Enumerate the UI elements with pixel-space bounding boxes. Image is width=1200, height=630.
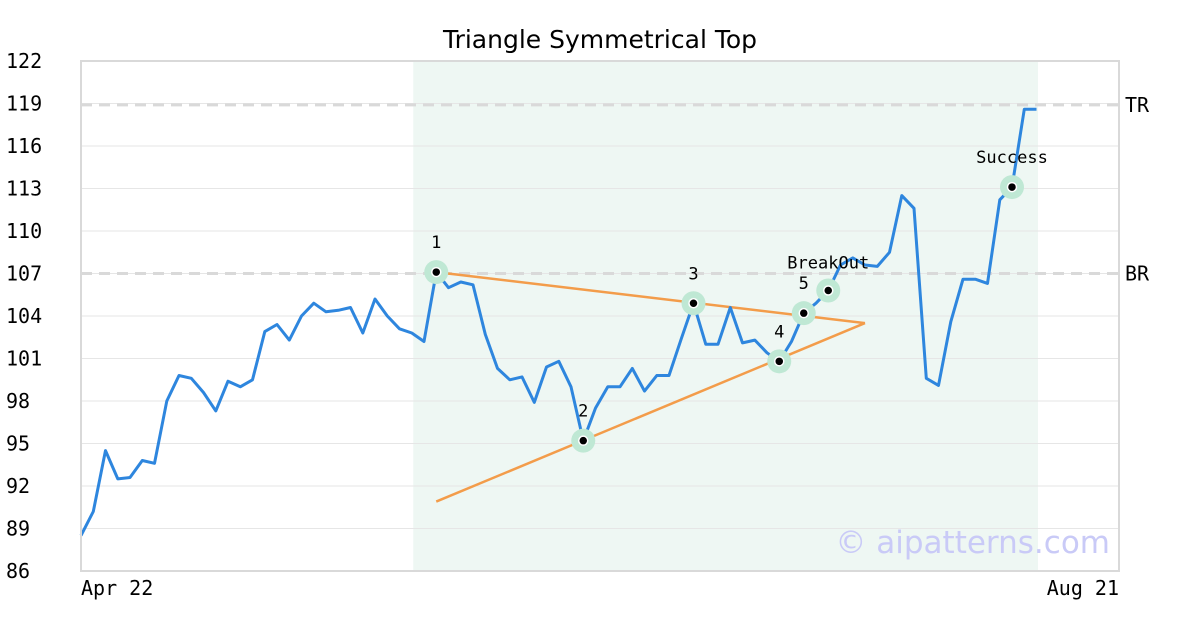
y-tick-label: 98 bbox=[6, 389, 30, 413]
trendline bbox=[435, 321, 866, 503]
y-tick-label: 110 bbox=[6, 219, 42, 243]
marker-dot bbox=[688, 298, 699, 309]
marker-dot bbox=[823, 285, 834, 296]
price-line bbox=[79, 107, 1037, 537]
watermark: © aipatterns.com bbox=[835, 525, 1110, 561]
marker-dot bbox=[798, 307, 809, 319]
level-label: BR bbox=[1125, 262, 1150, 286]
point-label: 4 bbox=[774, 322, 784, 342]
level-label: TR bbox=[1125, 93, 1150, 117]
y-tick-label: 119 bbox=[6, 92, 42, 116]
y-axis-ticks: 86 89 92 95 98 101 104 107 110 113 116 119 122 bbox=[6, 49, 42, 583]
y-tick-label: 122 bbox=[6, 49, 42, 73]
y-tick-label: 104 bbox=[6, 304, 42, 328]
marker-dot bbox=[774, 356, 785, 367]
point-label: 5 bbox=[799, 274, 809, 294]
y-tick-label: 113 bbox=[6, 177, 42, 201]
y-tick-label: 89 bbox=[6, 517, 30, 541]
y-tick-label: 116 bbox=[6, 134, 42, 158]
y-tick-label: 95 bbox=[6, 432, 30, 456]
y-tick-label: 92 bbox=[6, 474, 30, 498]
point-label: BreakOut bbox=[787, 254, 869, 274]
y-tick-label: 107 bbox=[6, 262, 42, 286]
levels-layer: TR BR bbox=[81, 93, 1150, 286]
point-label: 3 bbox=[688, 264, 698, 284]
point-label: Success bbox=[976, 148, 1048, 168]
x-tick-end: Aug 21 bbox=[1047, 576, 1119, 600]
x-tick-start: Apr 22 bbox=[81, 576, 153, 600]
y-tick-label: 86 bbox=[6, 559, 30, 583]
plot-frame bbox=[80, 60, 1120, 572]
y-tick-label: 101 bbox=[6, 347, 42, 371]
point-label: 1 bbox=[431, 233, 441, 253]
point-label: 2 bbox=[578, 402, 588, 422]
series-layer bbox=[79, 107, 1037, 537]
chart-title: Triangle Symmetrical Top bbox=[442, 25, 757, 54]
marker-dot bbox=[578, 435, 589, 446]
marker-dot bbox=[1006, 181, 1018, 193]
marker-dot bbox=[431, 266, 442, 278]
